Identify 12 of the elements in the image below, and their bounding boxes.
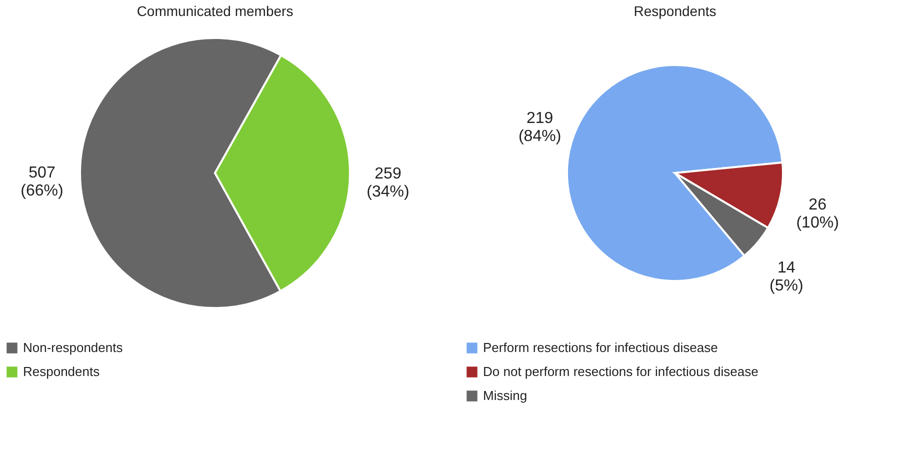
legend-label: Respondents [23, 364, 100, 379]
legend-label: Non-respondents [23, 340, 124, 355]
legend-label: Perform resections for infectious disease [483, 340, 718, 355]
data-label: 259 (34%) [366, 165, 410, 200]
chart-title: Communicated members [136, 3, 294, 19]
chart-title: Respondents [634, 3, 716, 19]
legend-label: Missing [483, 388, 528, 403]
data-label: 507 (66%) [20, 164, 64, 200]
data-label: 26 (10%) [796, 196, 839, 232]
legend-label: Do not perform resections for infectious disease [483, 364, 758, 379]
data-label: 219 (84%) [518, 110, 562, 145]
data-label: 14 (5%) [770, 259, 804, 294]
